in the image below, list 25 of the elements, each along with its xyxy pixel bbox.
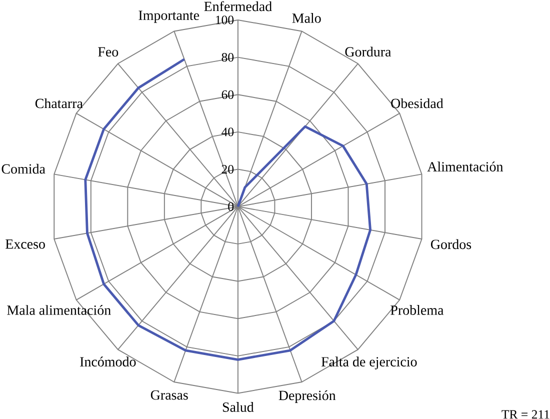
y-tick-label: 60	[222, 90, 234, 100]
spoke-label: Exceso	[6, 240, 45, 249]
spoke-label: Mala alimentación	[7, 305, 111, 316]
spoke-label: Gordura	[345, 46, 392, 57]
spoke-label: Alimentación	[427, 162, 504, 172]
y-tick-label: 0	[228, 202, 234, 212]
spoke-label: Problema	[390, 305, 444, 316]
spoke-label: Obesidad	[391, 98, 444, 108]
spoke-label: Falta de ejercicio	[321, 356, 417, 370]
spoke-label: Gordos	[430, 239, 472, 250]
spoke-label: Depresión	[278, 390, 336, 404]
y-tick-label: 80	[222, 53, 234, 62]
spoke-label: Comida	[2, 164, 46, 174]
spoke-label: Malo	[292, 13, 321, 24]
spoke-label: Importante	[138, 10, 200, 24]
spoke-label: Incómodo	[80, 356, 136, 367]
y-tick-label: 20	[222, 165, 234, 174]
spoke-label: Grasas	[150, 390, 188, 400]
y-tick-label: 100	[216, 16, 234, 24]
spoke-label: Salud	[222, 402, 254, 412]
spoke-label: Enfermedad	[204, 1, 272, 12]
y-tick-label: 40	[222, 128, 234, 136]
spoke-label: Feo	[98, 47, 118, 57]
text: TR = 211	[502, 410, 550, 419]
spoke-label: Chatarra	[35, 98, 83, 108]
